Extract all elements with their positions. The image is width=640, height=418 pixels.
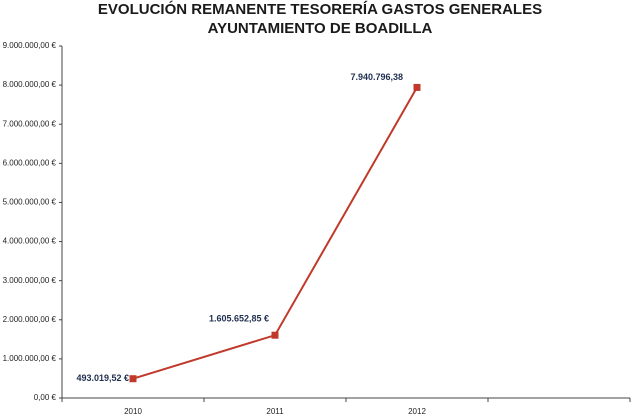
y-tick-label: 5.000.000,00 €: [3, 198, 57, 207]
x-tick-label: 2012: [408, 407, 426, 416]
y-tick-label: 2.000.000,00 €: [3, 315, 57, 324]
y-tick-label: 7.000.000,00 €: [3, 119, 57, 128]
value-label: 7.940.796,38: [350, 72, 403, 82]
x-tick-label: 2010: [124, 407, 142, 416]
y-tick-label: 3.000.000,00 €: [3, 276, 57, 285]
value-label: 1.605.652,85 €: [209, 314, 269, 324]
value-label: 493.019,52 €: [76, 373, 129, 383]
y-tick-label: 9.000.000,00 €: [3, 41, 57, 50]
marker: [271, 331, 279, 339]
marker: [129, 375, 137, 383]
y-tick-label: 8.000.000,00 €: [3, 80, 57, 89]
marker: [413, 83, 421, 91]
y-tick-label: 4.000.000,00 €: [3, 237, 57, 246]
y-tick-label: 0,00 €: [34, 393, 57, 402]
chart-title: EVOLUCIÓN REMANENTE TESORERÍA GASTOS GEN…: [98, 0, 542, 18]
y-tick-label: 1.000.000,00 €: [3, 354, 57, 363]
x-tick-label: 2011: [266, 407, 284, 416]
y-tick-label: 6.000.000,00 €: [3, 158, 57, 167]
chart-title: AYUNTAMIENTO DE BOADILLA: [208, 20, 433, 37]
